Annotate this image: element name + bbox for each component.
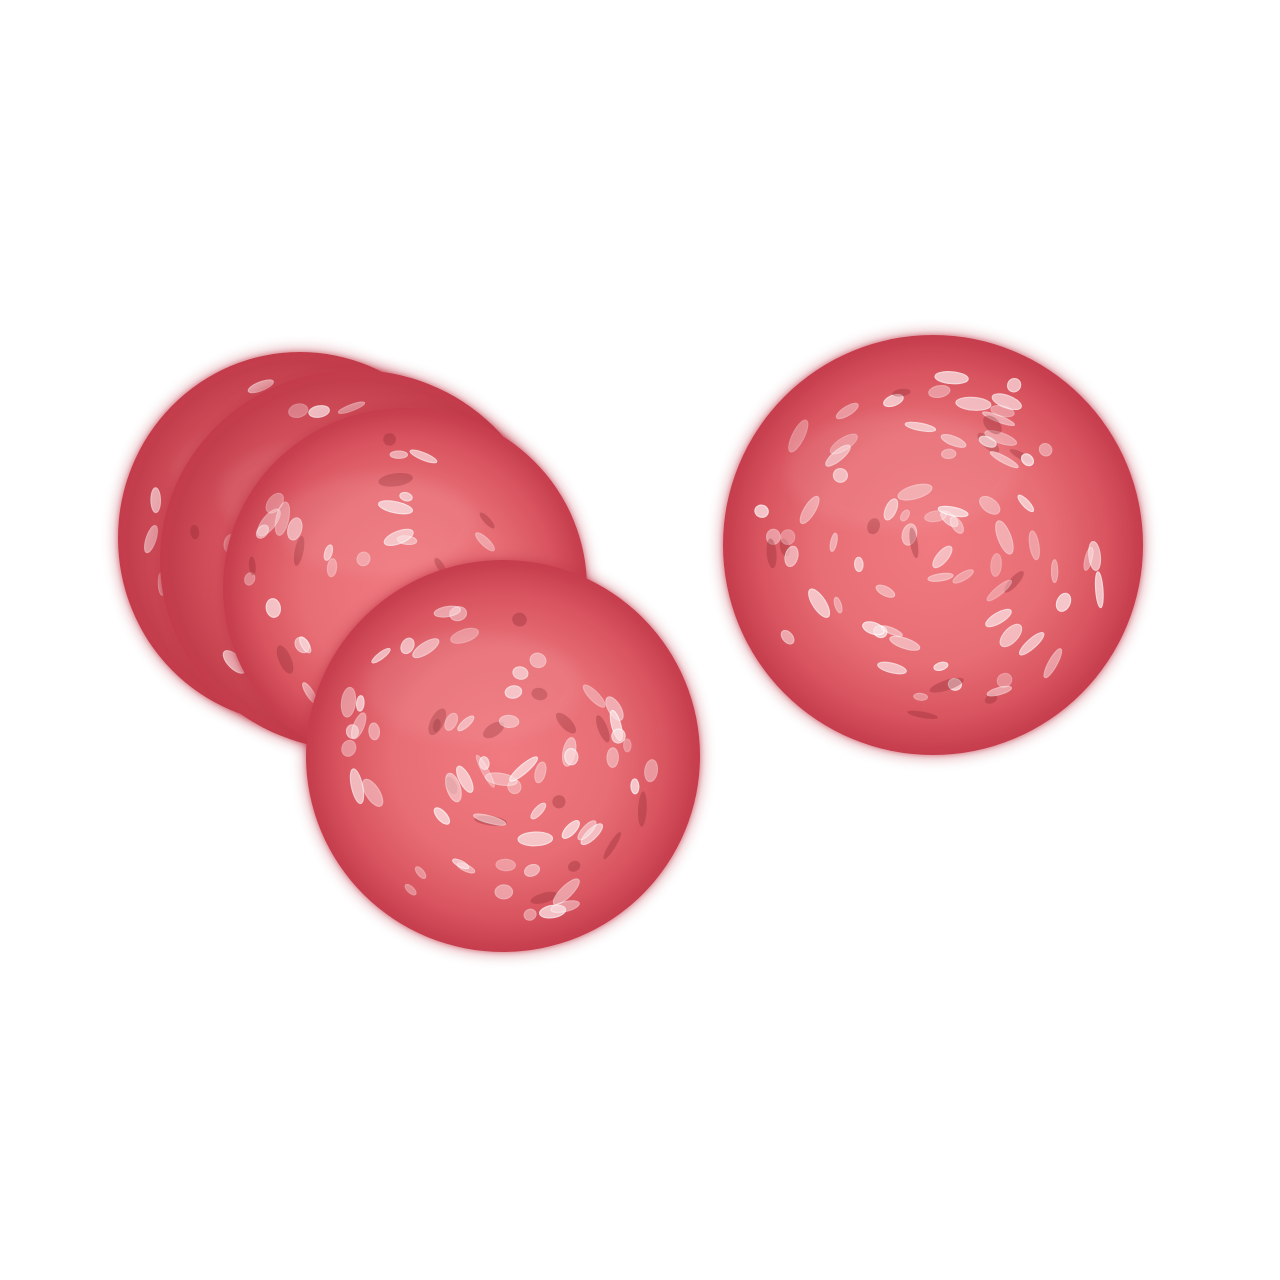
salami-slice bbox=[302, 556, 704, 956]
salami-slice-stack bbox=[114, 348, 704, 956]
salami-slice-single bbox=[719, 331, 1147, 759]
salami-slice bbox=[719, 331, 1147, 759]
